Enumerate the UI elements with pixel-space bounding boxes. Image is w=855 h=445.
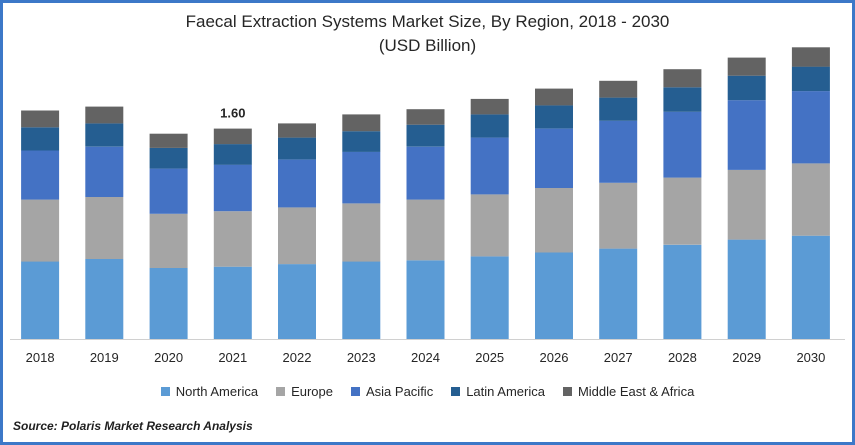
bar-middle-east-africa-2021 [213,128,252,145]
bar-europe-2024 [406,199,445,261]
bar-middle-east-africa-2020 [149,133,188,148]
x-tick-label-2018: 2018 [26,350,55,365]
bar-middle-east-africa-2022 [278,123,316,138]
legend-item-europe: Europe [276,384,333,399]
bar-north-america-2024 [406,260,445,339]
bar-middle-east-africa-2025 [470,98,509,115]
bar-middle-east-africa-2029 [727,57,766,76]
bar-north-america-2019 [85,259,124,339]
legend-item-middle-east-africa: Middle East & Africa [562,384,695,399]
x-tick-label-2020: 2020 [154,350,183,365]
bar-middle-east-africa-2030 [791,47,830,67]
bar-north-america-2030 [791,235,830,339]
source-note: Source: Polaris Market Research Analysis [13,419,253,433]
bar-asia-pacific-2018 [21,150,60,200]
bar-latin-america-2026 [535,105,573,129]
bar-middle-east-africa-2019 [85,106,124,124]
bar-latin-america-2020 [149,147,188,169]
bar-latin-america-2027 [599,97,638,121]
bar-asia-pacific-2021 [213,164,252,212]
chart-legend: North America Europe Asia Pacific Latin Ame… [0,384,855,399]
bar-north-america-2027 [599,248,638,339]
bar-europe-2020 [149,213,188,268]
x-tick-label-2027: 2027 [604,350,633,365]
bar-middle-east-africa-2023 [342,114,381,132]
bar-europe-2028 [663,177,702,245]
bar-asia-pacific-2028 [663,111,702,178]
legend-swatch [160,387,170,396]
x-tick-label-2029: 2029 [732,350,761,365]
bar-europe-2029 [727,169,766,240]
x-tick-label-2026: 2026 [540,350,569,365]
bar-latin-america-2028 [663,87,702,112]
bar-north-america-2018 [21,261,60,339]
legend-label: Asia Pacific [366,384,434,399]
bar-asia-pacific-2030 [791,91,830,164]
bar-asia-pacific-2029 [727,100,766,170]
legend-label: Middle East & Africa [577,384,695,399]
bar-latin-america-2030 [791,66,830,92]
bar-latin-america-2025 [470,114,509,138]
legend-label: North America [175,384,259,399]
bar-latin-america-2022 [278,137,316,160]
chart-subtitle: (USD Billion) [378,36,477,55]
chart-title: Faecal Extraction Systems Market Size, B… [185,12,670,31]
bar-north-america-2028 [663,244,702,339]
legend-item-asia-pacific: Asia Pacific [351,384,433,399]
x-tick-label-2024: 2024 [411,350,440,365]
x-tick-label-2019: 2019 [90,350,119,365]
bar-europe-2023 [342,203,381,262]
x-tick-label-2022: 2022 [283,350,312,365]
bar-europe-2018 [21,199,60,262]
bar-latin-america-2024 [406,124,445,147]
legend-item-latin-america: Latin America [451,384,545,399]
legend-swatch [351,387,360,396]
bar-europe-2026 [535,188,573,253]
bar-asia-pacific-2024 [406,146,445,200]
legend-label: Europe [291,384,333,399]
data-label-2021: 1.60 [220,106,245,121]
bar-middle-east-africa-2027 [599,80,638,98]
bar-asia-pacific-2026 [535,128,573,188]
x-tick-label-2023: 2023 [347,350,376,365]
bar-north-america-2025 [470,256,509,339]
bar-middle-east-africa-2028 [663,69,702,88]
bar-europe-2019 [85,197,124,259]
bar-middle-east-africa-2024 [406,109,445,125]
bar-latin-america-2021 [213,144,252,165]
bar-north-america-2022 [278,264,316,339]
legend-item-north-america: North America [160,384,259,399]
bar-north-america-2020 [149,268,188,339]
bar-middle-east-africa-2018 [21,110,60,128]
bar-asia-pacific-2023 [342,151,381,204]
bar-asia-pacific-2022 [278,159,316,208]
bar-latin-america-2018 [21,127,60,151]
bar-north-america-2021 [213,266,252,339]
bar-latin-america-2023 [342,131,381,152]
bar-latin-america-2029 [727,75,766,101]
bar-europe-2025 [470,194,509,257]
legend-swatch [451,387,461,396]
x-tick-label-2028: 2028 [668,350,697,365]
bar-north-america-2029 [727,239,766,339]
bar-asia-pacific-2027 [599,120,638,183]
bar-asia-pacific-2020 [149,168,188,214]
bar-europe-2022 [278,207,316,265]
x-tick-label-2025: 2025 [475,350,504,365]
bar-europe-2021 [213,211,252,267]
bar-north-america-2023 [342,261,381,339]
bar-asia-pacific-2019 [85,146,124,197]
bar-north-america-2026 [535,252,573,339]
bar-middle-east-africa-2026 [535,88,573,106]
legend-swatch [276,387,286,396]
bar-latin-america-2019 [85,123,124,147]
bar-europe-2027 [599,182,638,249]
x-tick-label-2021: 2021 [218,350,247,365]
bar-europe-2030 [791,163,830,236]
x-tick-label-2030: 2030 [796,350,825,365]
bar-asia-pacific-2025 [470,137,509,195]
legend-label: Latin America [466,384,545,399]
legend-swatch [562,387,572,396]
